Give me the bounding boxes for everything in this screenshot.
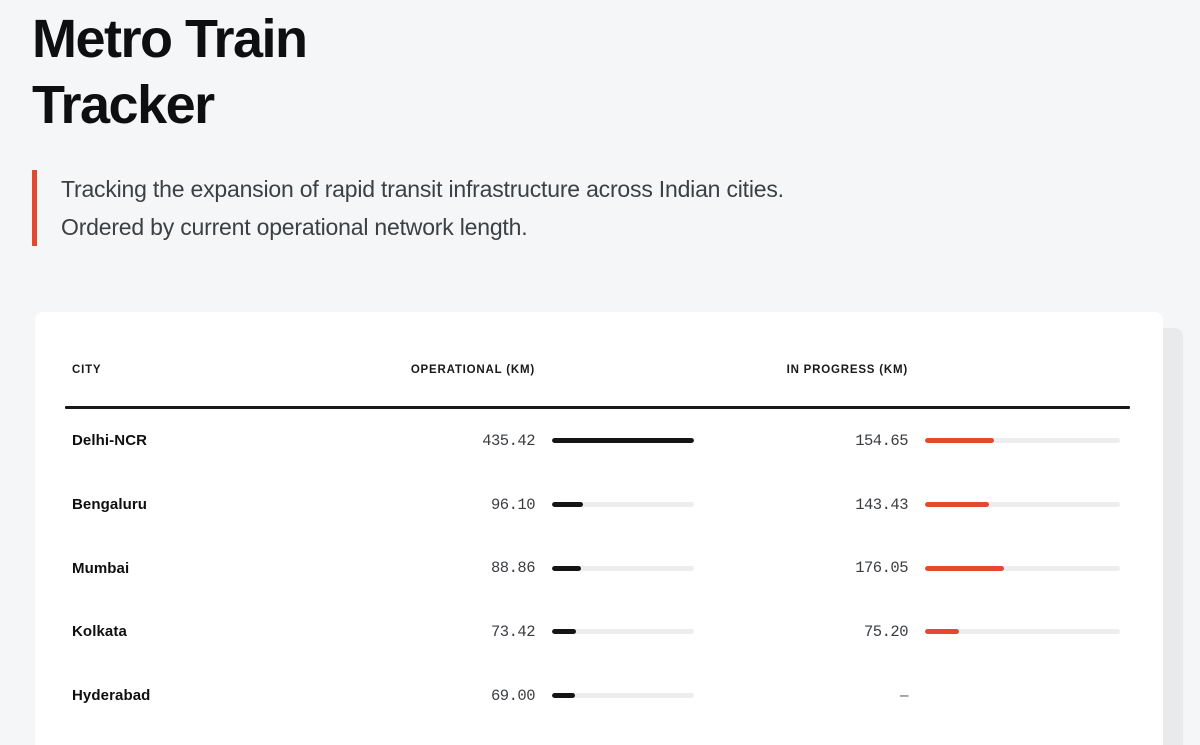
page-subtitle: Tracking the expansion of rapid transit … — [32, 170, 784, 246]
in-progress-value: – — [899, 686, 909, 704]
in-progress-bar — [925, 565, 1120, 571]
metro-table-card: CITY OPERATIONAL (KM) IN PROGRESS (KM) D… — [35, 312, 1163, 745]
operational-value: 435.42 — [482, 431, 535, 450]
subtitle-line-2: Ordered by current operational network l… — [61, 214, 528, 240]
operational-bar-fill — [552, 502, 584, 508]
operational-bar — [552, 629, 694, 635]
column-header-in-progress: IN PROGRESS (KM) — [786, 364, 908, 376]
operational-bar-fill — [552, 565, 581, 571]
in-progress-value: 75.20 — [863, 622, 909, 641]
city-name: Kolkata — [72, 623, 127, 641]
in-progress-bar-fill — [925, 565, 1004, 571]
in-progress-value: 176.05 — [855, 559, 908, 578]
table-row: Delhi-NCR 435.42 154.65 — [65, 409, 1130, 473]
city-name: Delhi-NCR — [72, 432, 148, 450]
in-progress-value: 143.43 — [855, 495, 908, 514]
operational-bar-fill — [552, 629, 576, 635]
in-progress-bar-fill — [925, 629, 959, 635]
operational-bar-fill — [552, 438, 694, 444]
table-row: Hyderabad 69.00 – — [65, 664, 1130, 728]
table-body: Delhi-NCR 435.42 154.65 Bengaluru 96.10 … — [65, 409, 1130, 727]
column-header-city: CITY — [72, 364, 102, 376]
table-row: Mumbai 88.86 176.05 — [65, 536, 1130, 600]
operational-value: 73.42 — [490, 622, 536, 641]
city-name: Mumbai — [72, 559, 130, 577]
operational-bar — [552, 693, 694, 699]
operational-value: 88.86 — [490, 559, 536, 578]
in-progress-bar-fill — [925, 438, 995, 444]
table-row: Kolkata 73.42 75.20 — [65, 600, 1130, 664]
table-header-row: CITY OPERATIONAL (KM) IN PROGRESS (KM) — [65, 362, 1130, 378]
city-name: Bengaluru — [72, 496, 148, 514]
operational-bar-fill — [552, 693, 575, 699]
operational-value: 69.00 — [490, 686, 536, 705]
subtitle-line-1: Tracking the expansion of rapid transit … — [61, 176, 784, 202]
operational-bar — [552, 502, 694, 508]
operational-bar — [552, 438, 694, 444]
page-title: Metro Train Tracker — [32, 9, 308, 135]
table-row: Bengaluru 96.10 143.43 — [65, 473, 1130, 537]
operational-bar — [552, 565, 694, 571]
in-progress-bar — [925, 438, 1120, 444]
column-header-operational: OPERATIONAL (KM) — [410, 364, 535, 376]
operational-value: 96.10 — [490, 495, 536, 514]
in-progress-value: 154.65 — [855, 431, 908, 450]
header-divider-rule — [65, 406, 1130, 409]
in-progress-bar — [925, 629, 1120, 635]
in-progress-bar-fill — [925, 502, 990, 508]
city-name: Hyderabad — [72, 687, 151, 705]
in-progress-bar — [925, 502, 1120, 508]
